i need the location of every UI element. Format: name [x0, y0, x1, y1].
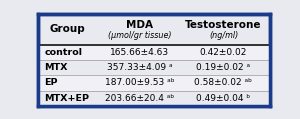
Text: 187.00±9.53 ᵃᵇ: 187.00±9.53 ᵃᵇ — [105, 78, 175, 87]
Text: 0.58±0.02 ᵃᵇ: 0.58±0.02 ᵃᵇ — [194, 78, 253, 87]
Text: 357.33±4.09 ᵃ: 357.33±4.09 ᵃ — [107, 63, 172, 72]
Text: 0.19±0.02 ᵃ: 0.19±0.02 ᵃ — [196, 63, 250, 72]
Text: 165.66±4.63: 165.66±4.63 — [110, 48, 169, 57]
Text: MDA: MDA — [126, 20, 153, 30]
Text: 0.42±0.02: 0.42±0.02 — [200, 48, 247, 57]
Text: MTX+EP: MTX+EP — [44, 94, 89, 103]
Text: 203.66±20.4 ᵃᵇ: 203.66±20.4 ᵃᵇ — [105, 94, 174, 103]
Text: (μmol/gr tissue): (μmol/gr tissue) — [108, 31, 172, 40]
Bar — [38, 60, 270, 75]
Text: control: control — [44, 48, 82, 57]
Text: 0.49±0.04 ᵇ: 0.49±0.04 ᵇ — [196, 94, 250, 103]
Text: Group: Group — [50, 24, 86, 34]
Bar — [38, 45, 270, 60]
Bar — [38, 91, 270, 106]
Bar — [38, 75, 270, 91]
Text: EP: EP — [44, 78, 58, 87]
Text: Testosterone: Testosterone — [185, 20, 262, 30]
Text: (ng/ml): (ng/ml) — [209, 31, 238, 40]
Text: MTX: MTX — [44, 63, 68, 72]
